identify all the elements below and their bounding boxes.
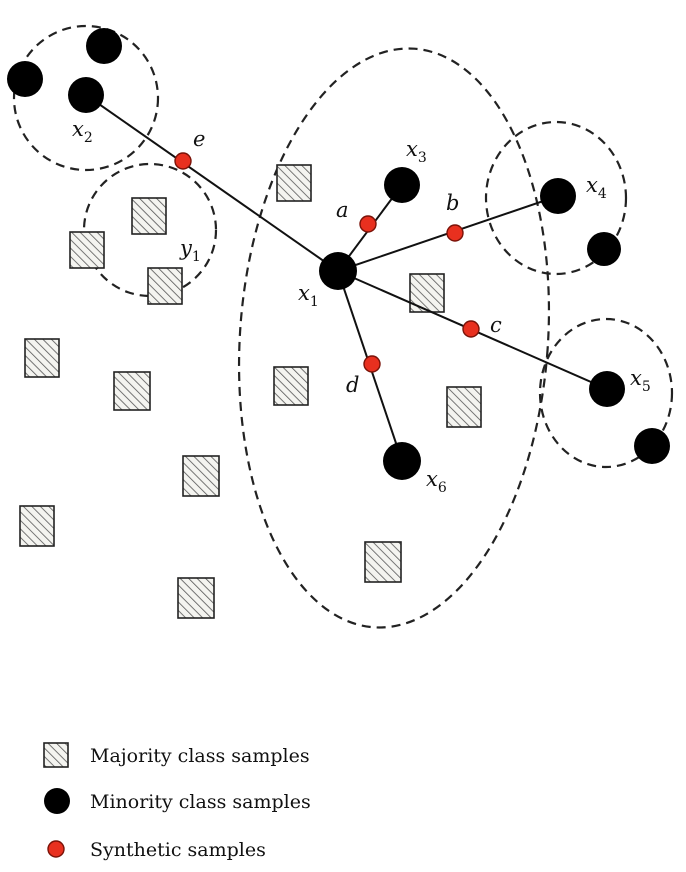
synthetic-sample-b bbox=[446, 224, 464, 242]
neighborhood-x5 bbox=[538, 317, 674, 469]
neighborhood-x4 bbox=[484, 120, 628, 276]
neighborhood-x2 bbox=[12, 24, 160, 172]
legend-majority-swatch bbox=[43, 742, 69, 768]
minority-sample-x5 bbox=[589, 371, 625, 407]
legend-majority-label: Majority class samples bbox=[90, 745, 310, 767]
majority-sample bbox=[276, 164, 312, 202]
synthetic-sample-a bbox=[359, 215, 377, 233]
minority-sample bbox=[587, 232, 621, 266]
synthetic-sample-e bbox=[174, 152, 192, 170]
synthetic-sample-d bbox=[363, 355, 381, 373]
label-b: b bbox=[446, 191, 459, 215]
label-d: d bbox=[346, 373, 359, 397]
majority-sample bbox=[273, 366, 309, 406]
legend-minority-label: Minority class samples bbox=[90, 791, 311, 813]
majority-sample bbox=[69, 231, 105, 269]
label-x5: x5 bbox=[630, 366, 651, 395]
majority-sample bbox=[364, 541, 402, 583]
synthetic-sample-c bbox=[462, 320, 480, 338]
legend-synthetic-label: Synthetic samples bbox=[90, 839, 266, 861]
minority-sample bbox=[634, 428, 670, 464]
minority-sample-x6 bbox=[383, 442, 421, 480]
legend-synthetic-swatch bbox=[47, 840, 65, 858]
label-e: e bbox=[193, 127, 205, 151]
label-c: c bbox=[490, 313, 502, 337]
label-x6: x6 bbox=[426, 467, 447, 496]
minority-sample bbox=[7, 61, 43, 97]
majority-sample bbox=[24, 338, 60, 378]
majority-sample bbox=[182, 455, 220, 497]
label-x4: x4 bbox=[586, 173, 607, 202]
label-a: a bbox=[336, 198, 349, 222]
majority-sample bbox=[177, 577, 215, 619]
legend-minority-swatch bbox=[44, 788, 70, 814]
legend: Majority class samples Minority class sa… bbox=[43, 742, 311, 861]
minority-sample-x2 bbox=[68, 77, 104, 113]
majority-sample bbox=[409, 273, 445, 313]
label-x2: x2 bbox=[72, 117, 93, 146]
majority-sample bbox=[131, 197, 167, 235]
label-x3: x3 bbox=[406, 137, 427, 166]
minority-sample-x1 bbox=[319, 252, 357, 290]
neighborhood-y1 bbox=[82, 162, 218, 298]
label-x1: x1 bbox=[298, 281, 319, 310]
edge-x1-x2 bbox=[85, 94, 339, 272]
majority-sample bbox=[113, 371, 151, 411]
majority-sample bbox=[19, 505, 55, 547]
minority-sample bbox=[86, 28, 122, 64]
majority-sample bbox=[147, 267, 183, 305]
neighborhood-x1 bbox=[237, 47, 551, 629]
label-y1: y1 bbox=[179, 236, 201, 265]
majority-sample bbox=[446, 386, 482, 428]
minority-sample-x4 bbox=[540, 178, 576, 214]
minority-sample-x3 bbox=[384, 167, 420, 203]
